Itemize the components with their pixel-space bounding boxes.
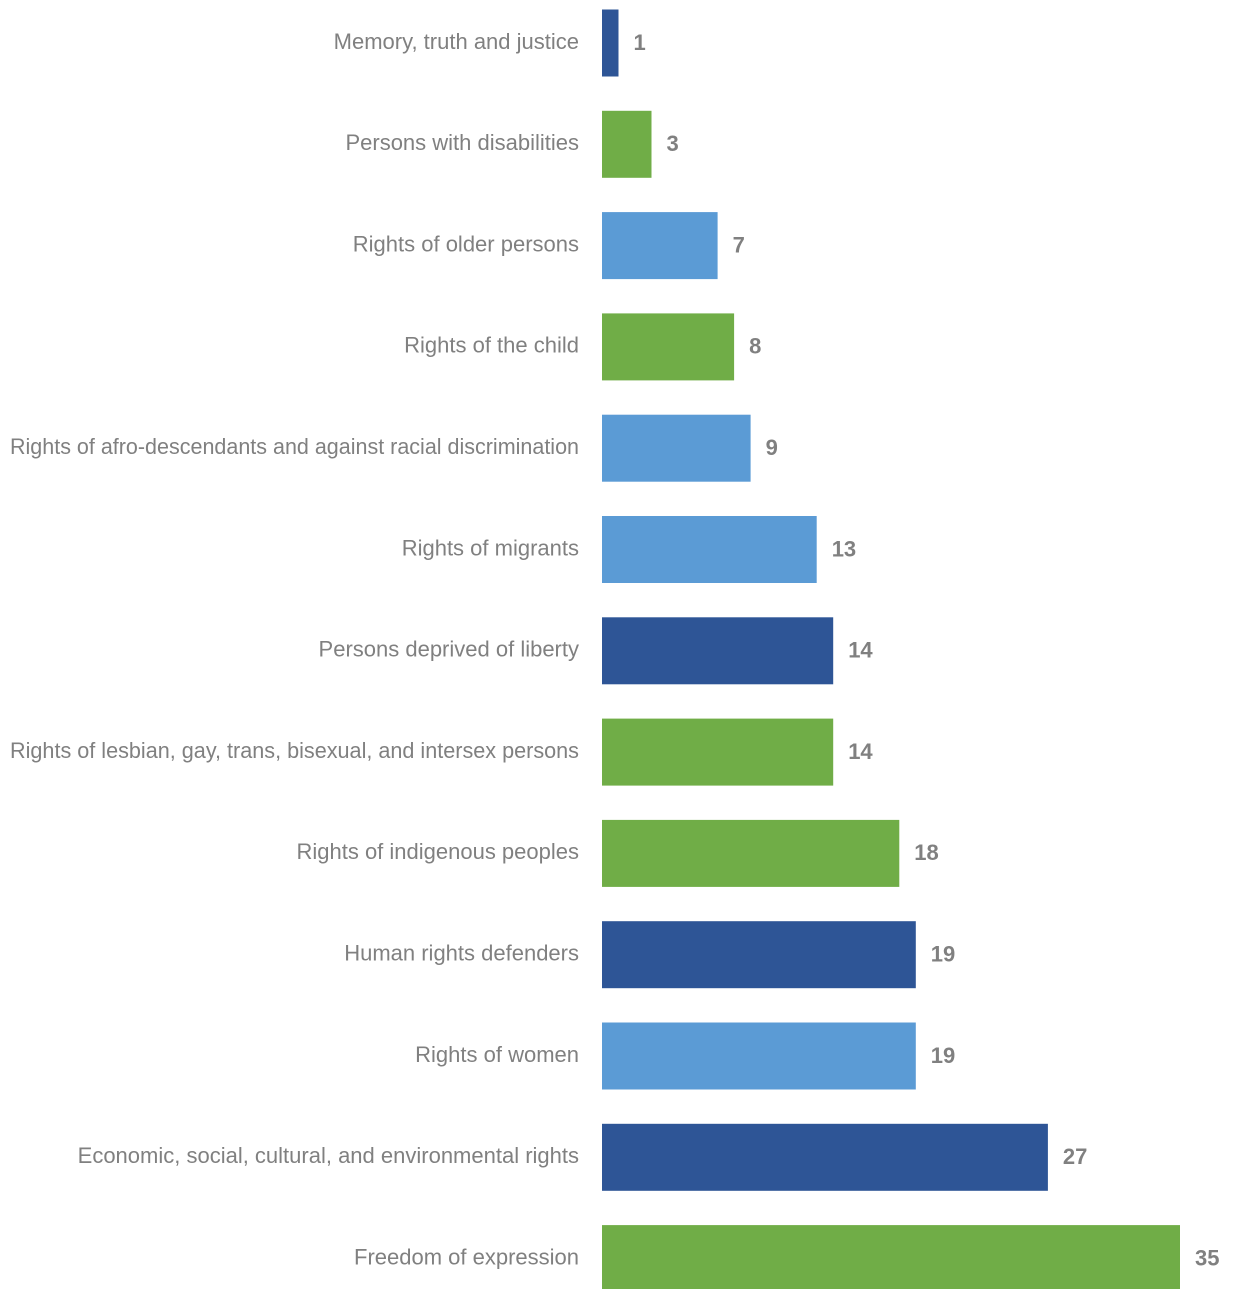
value-label: 7 [733,232,745,257]
value-label: 19 [931,1043,955,1068]
bar [602,921,916,989]
category-label: Human rights defenders [344,941,579,966]
value-label: 9 [766,435,778,460]
bar [602,414,751,482]
value-label: 14 [848,638,873,663]
bar [602,1123,1048,1191]
bar [602,819,900,887]
value-label: 19 [931,942,955,967]
bar [602,1022,916,1090]
bar [602,9,619,77]
value-label: 3 [667,131,679,156]
bar [602,516,817,583]
category-label: Freedom of expression [354,1244,579,1269]
category-label: Rights of the child [404,333,579,358]
category-labels: Memory, truth and justice Persons with di… [10,29,579,1270]
category-label: Memory, truth and justice [334,29,579,54]
value-label: 18 [914,840,938,865]
category-label: Rights of women [415,1042,579,1067]
bar [602,212,718,280]
bar [602,718,834,786]
category-label: Rights of older persons [353,231,579,256]
category-label: Rights of migrants [402,535,579,560]
category-label: Rights of lesbian, gay, trans, bisexual,… [10,738,579,763]
category-label: Persons with disabilities [345,130,579,155]
bar [602,110,652,178]
value-label: 27 [1063,1144,1087,1169]
bar [602,617,834,685]
bar [602,1225,1180,1289]
value-label: 8 [749,334,761,359]
category-label: Rights of indigenous peoples [296,839,579,864]
category-label: Persons deprived of liberty [319,637,579,662]
bar [602,313,735,381]
value-label: 13 [832,536,856,561]
value-label: 14 [848,739,873,764]
category-label: Rights of afro-descendants and against r… [10,434,579,459]
category-label: Economic, social, cultural, and environm… [78,1143,579,1168]
value-label: 35 [1195,1245,1219,1270]
bars-layer [602,9,1180,1289]
value-label: 1 [634,30,646,55]
